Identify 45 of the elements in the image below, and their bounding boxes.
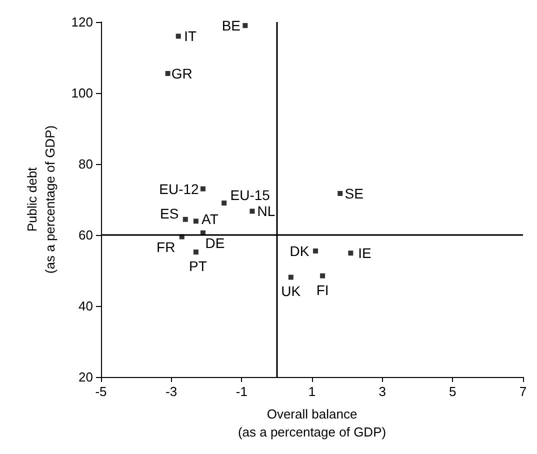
x-tick-label: 7 xyxy=(519,384,527,399)
point xyxy=(182,216,188,222)
annotation: EU-12 xyxy=(159,180,200,197)
y-tick-label: 80 xyxy=(78,156,93,172)
annotation: UK xyxy=(281,283,302,300)
annotation: EU-15 xyxy=(230,187,270,204)
annotation: IT xyxy=(184,28,198,44)
annotation: GR xyxy=(171,65,192,82)
annotation: FI xyxy=(316,282,329,298)
x-tick-label: 1 xyxy=(308,384,316,399)
point xyxy=(348,250,354,256)
annotation: NL xyxy=(257,203,276,220)
annotation: DK xyxy=(290,242,310,259)
y-tick-label: 20 xyxy=(78,370,93,384)
y-tick-label: 120 xyxy=(71,14,93,30)
point xyxy=(320,273,326,278)
annotation: FR xyxy=(156,238,176,255)
point xyxy=(193,218,198,224)
annotation: IE xyxy=(358,245,372,262)
annotation: DE xyxy=(205,234,225,251)
point xyxy=(250,208,255,214)
point xyxy=(242,23,248,28)
y-axis-title: Public debt (as a percentage of GDP) xyxy=(24,125,58,274)
y-tick-label: 60 xyxy=(78,228,93,242)
point xyxy=(200,186,206,192)
x-tick-label: -1 xyxy=(236,384,248,399)
annotation: AT xyxy=(202,211,219,228)
point xyxy=(222,200,227,206)
x-tick-label: 5 xyxy=(449,384,456,399)
annotation: BE xyxy=(222,18,241,34)
point xyxy=(313,248,318,254)
x-tick-label: -3 xyxy=(166,384,178,399)
annotation: PT xyxy=(189,258,208,274)
point xyxy=(288,274,294,280)
x-tick-label: 3 xyxy=(378,384,386,399)
point xyxy=(176,34,181,39)
x-axis-title: Overall balance (as a percentage of GDP) xyxy=(238,406,386,440)
annotation: SE xyxy=(344,185,364,202)
x-tick-label: -5 xyxy=(95,384,107,399)
point xyxy=(193,250,198,255)
point xyxy=(165,70,170,76)
y-tick-label: 40 xyxy=(78,298,93,314)
point xyxy=(338,190,343,196)
y-tick-label: 100 xyxy=(71,86,93,100)
annotation: ES xyxy=(160,205,179,222)
